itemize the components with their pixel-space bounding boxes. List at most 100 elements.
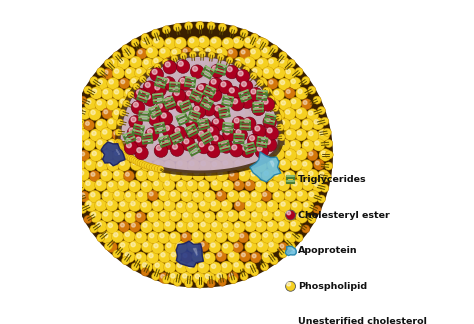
Circle shape bbox=[312, 139, 325, 151]
Circle shape bbox=[157, 129, 170, 142]
Circle shape bbox=[182, 274, 187, 278]
Circle shape bbox=[263, 99, 268, 104]
Circle shape bbox=[221, 77, 234, 90]
Circle shape bbox=[147, 87, 160, 100]
Circle shape bbox=[298, 89, 302, 94]
Circle shape bbox=[165, 98, 171, 102]
Circle shape bbox=[118, 145, 124, 151]
Circle shape bbox=[97, 202, 101, 206]
Circle shape bbox=[124, 141, 138, 155]
Circle shape bbox=[158, 148, 171, 160]
Circle shape bbox=[315, 141, 319, 145]
Circle shape bbox=[287, 211, 291, 215]
Circle shape bbox=[97, 234, 105, 242]
Circle shape bbox=[195, 274, 200, 278]
Circle shape bbox=[272, 109, 284, 121]
Circle shape bbox=[95, 179, 107, 191]
Circle shape bbox=[263, 110, 267, 115]
Circle shape bbox=[237, 149, 250, 162]
Circle shape bbox=[209, 97, 221, 110]
Circle shape bbox=[149, 213, 154, 217]
Circle shape bbox=[239, 87, 251, 99]
Circle shape bbox=[218, 69, 222, 74]
Circle shape bbox=[236, 182, 239, 186]
Circle shape bbox=[85, 141, 90, 145]
Circle shape bbox=[104, 70, 108, 74]
Circle shape bbox=[165, 222, 170, 226]
Circle shape bbox=[135, 231, 147, 244]
Circle shape bbox=[244, 180, 255, 191]
Circle shape bbox=[155, 102, 169, 115]
Circle shape bbox=[265, 117, 270, 122]
Circle shape bbox=[222, 37, 234, 50]
Circle shape bbox=[184, 280, 192, 288]
Circle shape bbox=[205, 254, 210, 258]
Circle shape bbox=[297, 109, 301, 114]
Circle shape bbox=[250, 66, 263, 79]
Circle shape bbox=[233, 158, 246, 171]
Circle shape bbox=[309, 111, 313, 115]
Circle shape bbox=[175, 241, 187, 253]
Circle shape bbox=[197, 98, 210, 111]
Circle shape bbox=[149, 132, 154, 136]
Circle shape bbox=[186, 220, 199, 233]
Circle shape bbox=[302, 225, 310, 233]
Circle shape bbox=[175, 99, 189, 113]
Circle shape bbox=[211, 134, 225, 148]
Circle shape bbox=[79, 150, 90, 161]
Circle shape bbox=[102, 108, 113, 119]
Circle shape bbox=[197, 140, 210, 152]
Circle shape bbox=[217, 233, 221, 237]
Circle shape bbox=[223, 161, 228, 165]
Circle shape bbox=[238, 128, 249, 139]
Circle shape bbox=[325, 139, 333, 147]
Circle shape bbox=[187, 36, 200, 49]
Circle shape bbox=[115, 129, 122, 136]
Circle shape bbox=[246, 120, 250, 124]
Circle shape bbox=[152, 139, 164, 152]
Circle shape bbox=[212, 142, 216, 146]
Circle shape bbox=[272, 169, 284, 182]
Circle shape bbox=[137, 152, 141, 156]
Circle shape bbox=[246, 59, 250, 63]
Circle shape bbox=[164, 261, 176, 273]
Circle shape bbox=[189, 242, 193, 247]
Circle shape bbox=[206, 89, 210, 94]
Circle shape bbox=[216, 190, 227, 201]
Circle shape bbox=[236, 69, 250, 83]
Circle shape bbox=[286, 90, 290, 94]
Circle shape bbox=[176, 120, 181, 124]
Circle shape bbox=[218, 132, 222, 135]
Circle shape bbox=[74, 195, 82, 203]
Circle shape bbox=[158, 189, 171, 201]
Circle shape bbox=[147, 129, 153, 134]
Circle shape bbox=[172, 50, 176, 54]
Circle shape bbox=[204, 169, 217, 182]
Circle shape bbox=[75, 182, 80, 186]
Circle shape bbox=[222, 119, 234, 131]
Circle shape bbox=[146, 46, 158, 58]
Circle shape bbox=[255, 138, 267, 151]
Circle shape bbox=[210, 78, 223, 90]
Circle shape bbox=[79, 205, 87, 214]
Polygon shape bbox=[118, 54, 282, 173]
Circle shape bbox=[84, 86, 92, 94]
Circle shape bbox=[255, 126, 260, 131]
Circle shape bbox=[264, 253, 268, 257]
Circle shape bbox=[261, 98, 274, 111]
Circle shape bbox=[193, 108, 206, 121]
Circle shape bbox=[139, 161, 146, 168]
Circle shape bbox=[146, 107, 158, 120]
Circle shape bbox=[196, 83, 210, 97]
Circle shape bbox=[227, 87, 241, 100]
Circle shape bbox=[247, 134, 261, 148]
Circle shape bbox=[290, 201, 303, 213]
Circle shape bbox=[232, 98, 245, 110]
Circle shape bbox=[312, 179, 324, 192]
Circle shape bbox=[130, 97, 142, 109]
Circle shape bbox=[229, 130, 234, 134]
Circle shape bbox=[122, 150, 128, 157]
Circle shape bbox=[170, 48, 182, 60]
Circle shape bbox=[98, 140, 102, 145]
Circle shape bbox=[319, 131, 324, 135]
